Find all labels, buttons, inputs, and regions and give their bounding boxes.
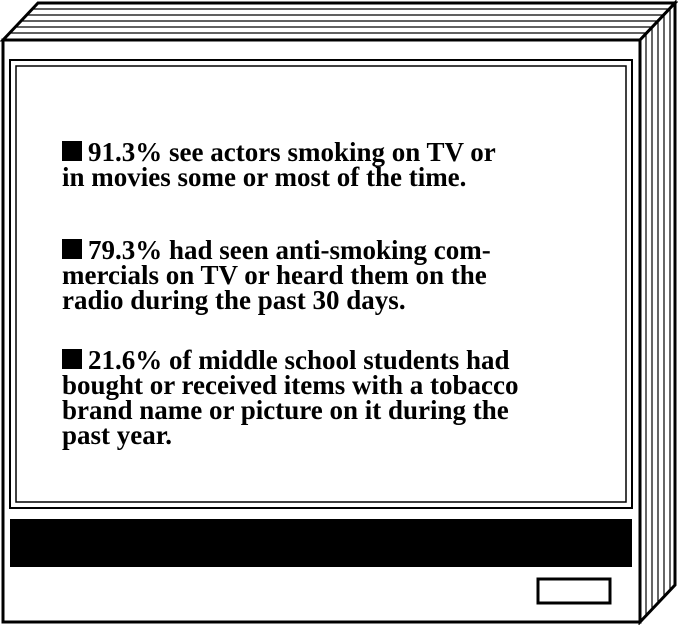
fact-2-line-3: radio during the past 30 days. [62, 285, 406, 315]
fact-1-line-1: 91.3% see actors smoking on TV or [62, 139, 622, 166]
fact-1: 91.3% see actors smoking on TV or in mov… [62, 139, 622, 192]
fact-3-line-4: past year. [62, 420, 173, 450]
fact-2-line-1: 79.3% had seen anti-smoking com- [62, 237, 622, 264]
tv-side-grain [645, 9, 671, 616]
fact-1-line-2: in movies some or most of the time. [62, 162, 467, 192]
tv-screen [15, 65, 627, 503]
fact-3-line-3: brand name or picture on it during the [62, 395, 509, 425]
square-bullet-icon [62, 349, 82, 369]
square-bullet-icon [62, 141, 82, 161]
tv-display-slot [536, 577, 612, 605]
fact-3-line-1: 21.6% of middle school students had [62, 347, 622, 374]
fact-3: 21.6% of middle school students had boug… [62, 347, 622, 450]
fact-3-line-2: bought or received items with a tobacco [62, 370, 519, 400]
tv-top-grain [9, 8, 669, 34]
fact-2: 79.3% had seen anti-smoking com- mercial… [62, 237, 622, 315]
tv-control-bar [10, 519, 632, 567]
square-bullet-icon [62, 239, 82, 259]
fact-2-line-2: mercials on TV or heard them on the [62, 260, 487, 290]
